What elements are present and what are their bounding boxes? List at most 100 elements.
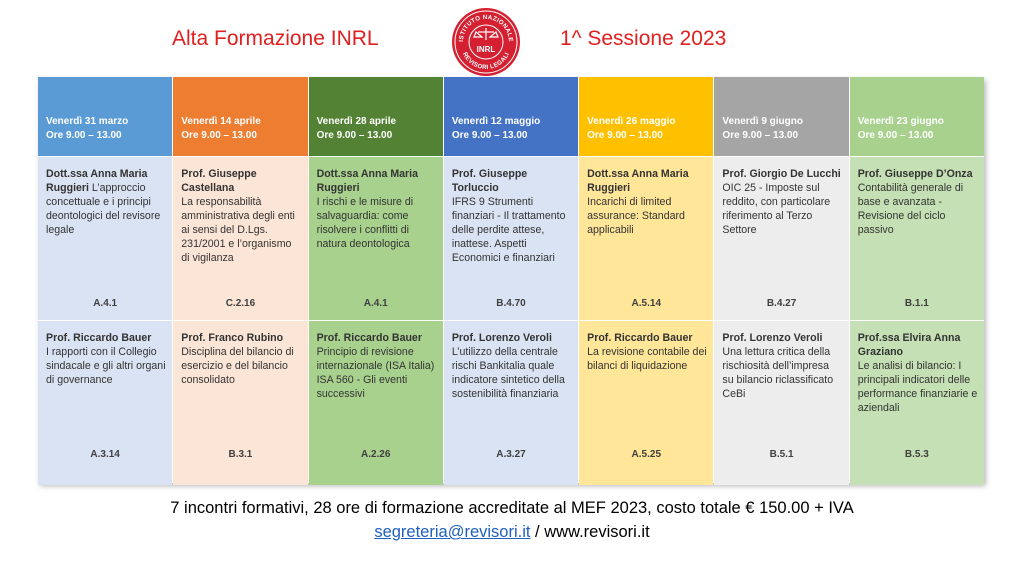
speaker-name: Dott.ssa Anna Maria Ruggieri [46,168,148,194]
session-cell: Prof. Riccardo Bauer La revisione contabi… [579,321,714,485]
speaker-name: Prof. Riccardo Bauer [587,332,693,344]
topic-description: Disciplina del bilancio di esercizio e d… [181,346,294,386]
session-text: Dott.ssa Anna Maria Ruggieri Incarichi di… [587,167,707,237]
date-header: Venerdì 14 aprile Ore 9.00 – 13.00 [173,77,308,156]
session-date: Venerdì 14 aprile [181,116,261,127]
course-code: B.4.70 [496,298,526,309]
speaker-name: Prof. Lorenzo Veroli [451,332,552,344]
session-cell: Prof. Riccardo Bauer I rapporti con il Co… [38,321,173,485]
topic-description: L’approccio concettuale e i principi deo… [46,182,161,236]
session-cell: Dott.ssa Anna Maria Ruggieri I rischi e l… [308,157,443,320]
speaker-name: Prof. Giuseppe D’Onza [857,168,973,180]
session-time: Ore 9.00 – 13.00 [722,130,799,141]
email-link[interactable]: segreteria@revisori.it [374,523,531,541]
website-link[interactable]: www.revisori.it [544,523,650,541]
session-text: Prof. Riccardo Bauer I rapporti con il Co… [46,331,166,387]
session-text: Prof. Giuseppe Castellana La responsabili… [181,167,301,265]
speaker-name: Prof. Lorenzo Veroli [722,332,823,344]
date-header: Venerdì 31 marzo Ore 9.00 – 13.00 [38,77,173,156]
speaker-name: Prof. Riccardo Bauer [46,332,152,344]
session-cell: Prof. Lorenzo Veroli Una lettura critica … [714,321,849,485]
speaker-name: Dott.ssa Anna Maria Ruggieri [316,168,419,194]
session-date: Venerdì 23 giugno [857,116,944,127]
session-time: Ore 9.00 – 13.00 [46,130,122,141]
speaker-name: Prof. Franco Rubino [181,332,284,344]
title-alta-formazione: Alta Formazione INRL [172,27,379,50]
date-header: Venerdì 28 aprile Ore 9.00 – 13.00 [308,77,443,156]
topic-description: OIC 25 - Imposte sul reddito, con partic… [722,182,831,236]
date-header: Venerdì 12 maggio Ore 9.00 – 13.00 [443,77,579,156]
session-text: Prof. Riccardo Bauer La revisione contabi… [587,331,707,373]
topic-description: I rischi e le misure di salvaguardia: co… [316,196,414,250]
topic-description: La revisione contabile dei bilanci di li… [587,346,707,372]
footer-contacts: segreteria@revisori.it / www.revisori.it [0,523,1024,542]
footer-summary: 7 incontri formativi, 28 ore di formazio… [170,499,854,517]
course-code: A.3.14 [90,449,120,460]
session-text: Prof. Riccardo Bauer Principio di revisio… [317,331,437,401]
speaker-name: Prof. Giuseppe Castellana [181,168,257,194]
contact-separator: / [530,523,545,541]
session-cell: Prof. Giorgio De Lucchi OIC 25 - Imposte … [714,157,849,320]
session-time: Ore 9.00 – 13.00 [316,130,393,141]
session-date: Venerdì 12 maggio [451,116,541,127]
topic-description: La responsabilità amministrativa degli e… [181,196,295,264]
session-time: Ore 9.00 – 13.00 [857,130,934,141]
course-code: B.4.27 [766,298,797,309]
topic-description: Contabilità generale di base e avanzata … [857,182,964,236]
course-code: A.5.25 [631,449,662,460]
course-code: A.3.27 [496,449,526,460]
schedule-table: Venerdì 31 marzo Ore 9.00 – 13.00 Venerdì … [38,77,984,485]
session-cell: Prof. Giuseppe Torluccio IFRS 9 Strumenti… [443,157,579,320]
session-date: Venerdì 31 marzo [46,116,129,127]
session-date: Venerdì 26 maggio [587,116,676,127]
topic-description: Una lettura critica della rischiosità de… [722,346,834,400]
topic-description: L’utilizzo della centrale rischi Bankita… [451,346,565,400]
speaker-name: Prof. Riccardo Bauer [316,332,422,344]
session-cell: Prof. Franco Rubino Disciplina del bilanc… [173,321,308,485]
session-cell: Prof. Giuseppe Castellana La responsabili… [173,157,308,320]
topic-description: IFRS 9 Strumenti finanziari - Il trattam… [451,196,566,264]
speaker-name: Prof. Giuseppe Torluccio [451,168,528,194]
topic-description: Principio di revisione internazionale (I… [316,346,435,400]
course-code: C.2.16 [225,298,256,309]
session-text: Dott.ssa Anna Maria Ruggieri I rischi e l… [317,167,437,251]
speaker-name: Dott.ssa Anna Maria Ruggieri [587,168,689,194]
course-code: A.5.14 [631,298,662,309]
session-text: Prof. Lorenzo Veroli L’utilizzo della cen… [452,331,572,401]
session-time: Ore 9.00 – 13.00 [451,130,528,141]
session-date: Venerdì 28 aprile [316,116,397,127]
course-code: A.4.1 [363,298,388,309]
session-cell: Dott.ssa Anna Maria Ruggieri L’approccio… [38,157,173,320]
session-cell: Dott.ssa Anna Maria Ruggieri Incarichi di… [579,157,714,320]
session-time: Ore 9.00 – 13.00 [181,130,257,141]
session-cell: Prof. Riccardo Bauer Principio di revisio… [308,321,443,485]
speaker-name: Prof. Giorgio De Lucchi [722,168,841,180]
session-text: Prof. Franco Rubino Disciplina del bilanc… [181,331,301,387]
title-session: 1^ Sessione 2023 [560,27,727,50]
session-date: Venerdì 9 giugno [722,116,803,127]
inrl-seal-logo: ISTITUTO NAZIONALE REVISORI LEGALI INRL [452,8,520,76]
course-code: B.3.1 [228,449,253,460]
date-header: Venerdì 23 giugno Ore 9.00 – 13.00 [849,77,984,156]
session-text: Prof. Giuseppe Torluccio IFRS 9 Strumenti… [452,167,572,265]
speaker-name: Prof.ssa Elvira Anna Graziano [857,332,961,358]
svg-text:INRL: INRL [477,45,496,54]
session-cell: Prof.ssa Elvira Anna Graziano Le analisi … [849,321,984,485]
date-header: Venerdì 9 giugno Ore 9.00 – 13.00 [714,77,849,156]
topic-description: Incarichi di limited assurance: Standard… [587,196,685,236]
session-text: Dott.ssa Anna Maria Ruggieri L’approccio… [46,167,166,237]
session-cell: Prof. Giuseppe D’Onza Contabilità general… [849,157,984,320]
course-code: A.4.1 [93,298,118,309]
session-cell: Prof. Lorenzo Veroli L’utilizzo della cen… [443,321,579,485]
course-code: B.5.1 [769,449,794,460]
course-code: B.5.3 [904,449,929,460]
course-code: B.1.1 [904,298,929,309]
session-text: Prof. Giuseppe D’Onza Contabilità general… [858,167,978,237]
session-text: Prof. Lorenzo Veroli Una lettura critica … [722,331,842,401]
date-header: Venerdì 26 maggio Ore 9.00 – 13.00 [579,77,714,156]
session-time: Ore 9.00 – 13.00 [587,130,663,141]
session-text: Prof. Giorgio De Lucchi OIC 25 - Imposte … [722,167,842,237]
topic-description: I rapporti con il Collegio sindacale e g… [46,346,166,386]
topic-description: Le analisi di bilancio: I principali ind… [857,360,978,414]
session-text: Prof.ssa Elvira Anna Graziano Le analisi … [858,331,978,415]
